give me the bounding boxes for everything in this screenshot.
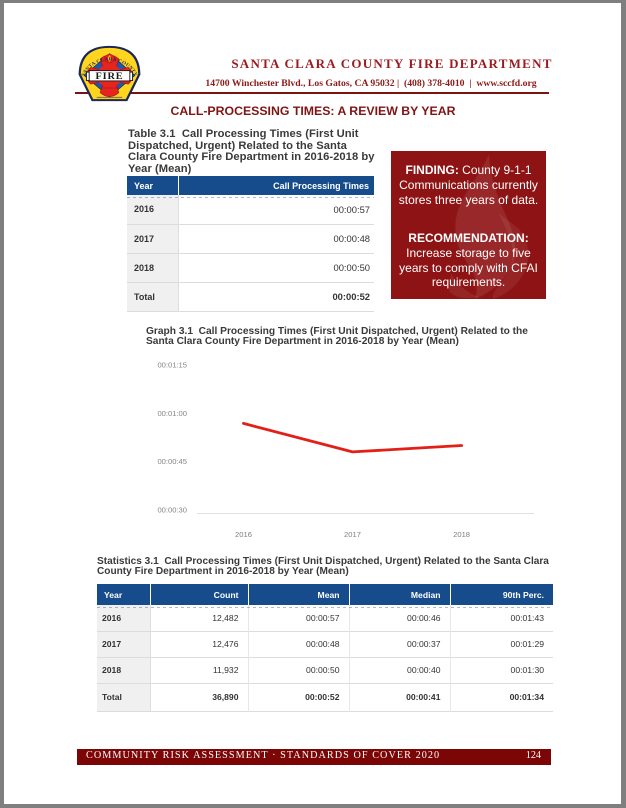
svg-text:FIRE: FIRE [96,72,124,82]
svg-text:00:00:30: 00:00:30 [157,505,187,514]
svg-text:00:00:45: 00:00:45 [157,457,187,466]
svg-text:00:01:00: 00:01:00 [157,409,187,418]
svg-text:00:01:15: 00:01:15 [157,361,187,370]
svg-text:2017: 2017 [344,530,361,539]
svg-text:2016: 2016 [235,530,252,539]
svg-text:2018: 2018 [453,530,470,539]
